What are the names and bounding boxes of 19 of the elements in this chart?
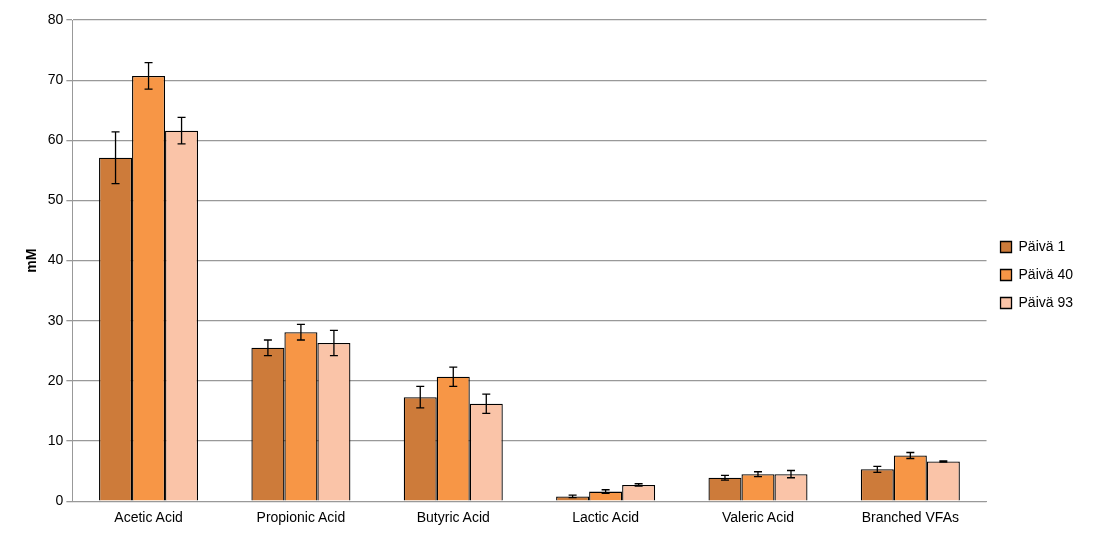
x-tick-label: Acetic Acid	[114, 509, 183, 526]
x-tick-label: Propionic Acid	[256, 509, 346, 526]
y-tick-label: 10	[47, 431, 64, 448]
x-tick-label: Butyric Acid	[416, 509, 490, 526]
y-tick-label: 20	[47, 371, 64, 388]
y-tick-label: 30	[47, 311, 64, 328]
legend-label: Päivä 93	[1018, 293, 1074, 310]
x-tick-label: Lactic Acid	[572, 509, 640, 526]
y-tick-label: 0	[55, 492, 64, 509]
x-tick-label: Branched VFAs	[861, 509, 959, 526]
x-tick-label: Valeric Acid	[721, 509, 795, 526]
y-tick-label: 80	[47, 10, 64, 27]
y-axis-title: mM	[23, 248, 40, 273]
y-tick-label: 50	[47, 191, 64, 208]
legend-label: Päivä 1	[1018, 237, 1066, 254]
legend-label: Päivä 40	[1018, 265, 1074, 282]
y-tick-label: 70	[47, 71, 64, 88]
y-tick-label: 40	[47, 251, 64, 268]
y-tick-label: 60	[47, 131, 64, 148]
